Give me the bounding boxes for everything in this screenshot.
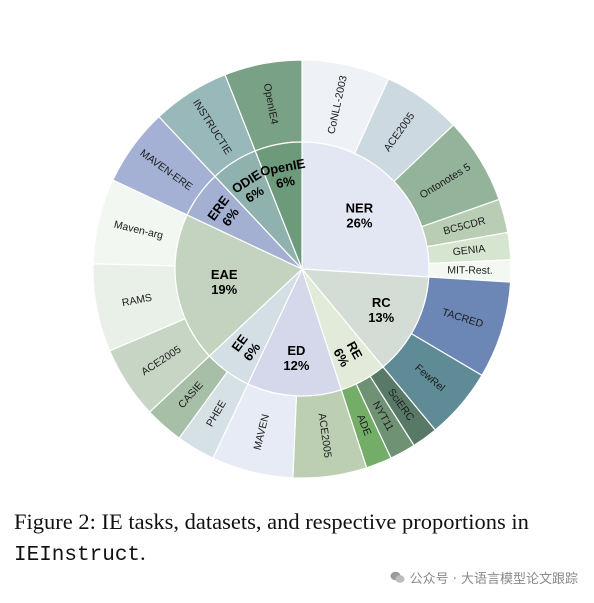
- task-wedge-rc: [300, 268, 430, 368]
- caption-text: Figure 2: IE tasks, datasets, and respec…: [14, 509, 529, 534]
- inner-ring: [174, 141, 430, 397]
- task-name-rc: RC: [372, 295, 391, 310]
- dataset-label-mit-rest: MIT-Rest.: [447, 264, 493, 276]
- outer-ring: [92, 59, 512, 479]
- wechat-icon: [390, 571, 405, 583]
- task-wedge-eae: [174, 214, 304, 357]
- task-percent-ed: 12%: [283, 358, 309, 373]
- task-wedge-ed: [247, 267, 343, 397]
- figure-caption: Figure 2: IE tasks, datasets, and respec…: [14, 506, 584, 571]
- dataset-label-ace2005: ACE2005: [316, 412, 334, 458]
- task-percent-openie: 6%: [275, 173, 297, 191]
- task-name-ner: NER: [346, 201, 374, 216]
- watermark: 公众号 · 大语言模型论文跟踪: [390, 568, 578, 587]
- task-percent-ner: 26%: [346, 216, 372, 231]
- dataset-label-genia: GENIA: [452, 243, 486, 259]
- dataset-label-rams: RAMS: [121, 292, 153, 309]
- task-percent-eae: 19%: [211, 282, 237, 297]
- task-percent-rc: 13%: [368, 310, 394, 325]
- caption-end: .: [140, 540, 146, 565]
- task-name-eae: EAE: [211, 267, 238, 282]
- sunburst-chart-area: CoNLL-2003 ACE2005 Ontonotes 5 BC5CDR GENIA M…: [92, 59, 512, 479]
- caption-code: IEInstruct: [14, 544, 141, 567]
- task-wedge-openie: [254, 141, 303, 270]
- watermark-text: 公众号 · 大语言模型论文跟踪: [409, 572, 578, 587]
- task-name-ed: ED: [287, 343, 305, 358]
- task-wedge-ner: [301, 141, 430, 278]
